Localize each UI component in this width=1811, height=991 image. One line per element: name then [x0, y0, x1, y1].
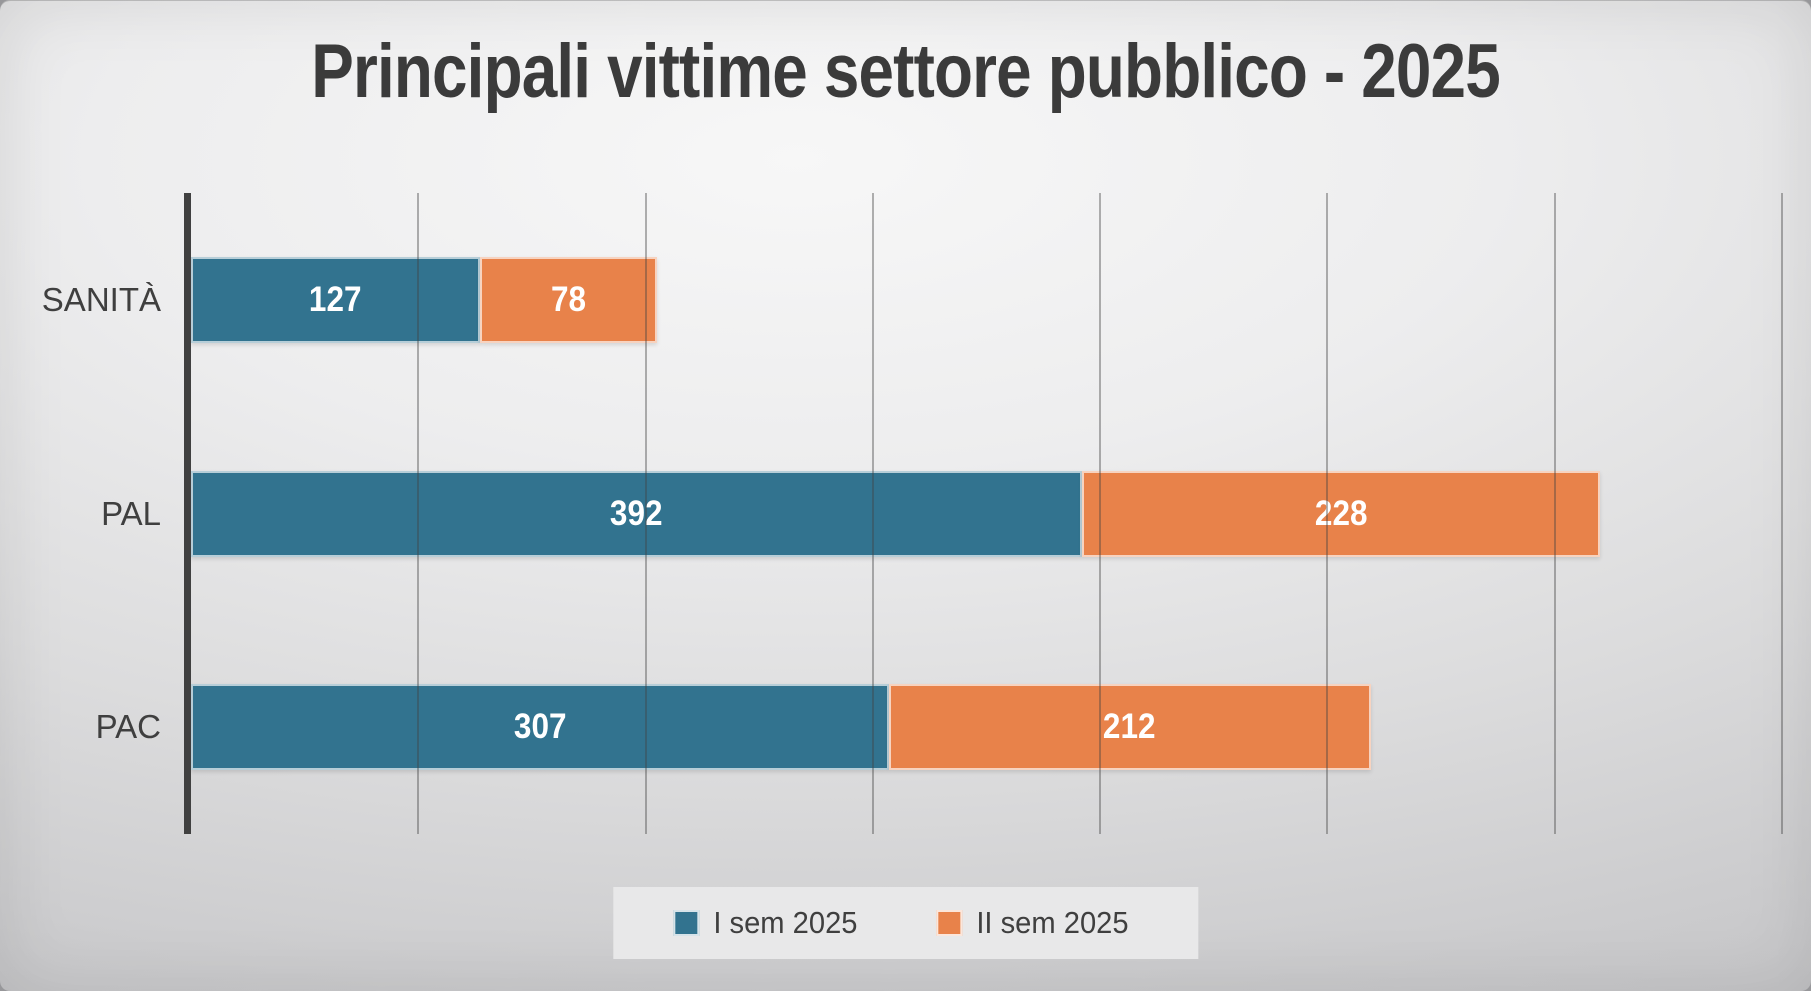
legend-label: I sem 2025: [712, 905, 857, 940]
title-wrap: Principali vittime settore pubblico - 20…: [0, 28, 1811, 115]
bar-row-pal: PAL 392 228: [101, 407, 1782, 621]
bar-value-label: 127: [309, 279, 362, 319]
legend-item-i-sem-2025: I sem 2025: [672, 905, 866, 941]
bar-value-label: 78: [550, 279, 586, 319]
category-label-sanit-: SANITÀ: [41, 280, 161, 318]
stacked-bar-pac: 307 212: [191, 684, 1782, 771]
stacked-bar-pal: 392 228: [191, 470, 1782, 557]
gridline-200: [644, 193, 647, 834]
gridline-500: [1326, 193, 1329, 834]
bar-value-label: 228: [1314, 493, 1368, 533]
bar-value-label: 212: [1103, 707, 1156, 747]
bar-segment-pac-i-sem-2025: 307: [191, 684, 889, 771]
category-label-pac: PAC: [95, 708, 161, 746]
legend-label: II sem 2025: [976, 905, 1129, 940]
bar-segment-pac-ii-sem-2025: 212: [888, 684, 1371, 771]
bar-value-label: 392: [610, 493, 663, 533]
bar-segment-pal-ii-sem-2025: 228: [1081, 470, 1601, 557]
stacked-bar-sanit-: 127 78: [191, 256, 1782, 343]
category-label-pal: PAL: [101, 494, 161, 532]
gridline-300: [871, 193, 874, 834]
gridline-400: [1099, 193, 1102, 834]
legend-swatch-i-sem-2025: [672, 910, 699, 936]
bar-segment-sanit--i-sem-2025: 127: [191, 256, 480, 343]
y-axis-line: [184, 193, 191, 834]
bar-value-label: 307: [513, 707, 567, 747]
gridline-600: [1553, 193, 1556, 834]
bar-segment-pal-i-sem-2025: 392: [191, 470, 1082, 557]
bar-row-pac: PAC 307 212: [96, 620, 1782, 834]
bar-segment-sanit--ii-sem-2025: 78: [479, 256, 657, 343]
legend: I sem 2025 II sem 2025: [612, 887, 1199, 959]
chart-title: Principali vittime settore pubblico - 20…: [311, 29, 1500, 114]
gridline-700: [1781, 193, 1783, 834]
plot-area: SANITÀ 127 78 PAL 392 228 PAC 307 212: [42, 193, 1783, 834]
legend-item-ii-sem-2025: II sem 2025: [936, 905, 1138, 941]
legend-swatch-ii-sem-2025: [936, 910, 963, 936]
gridline-100: [417, 193, 420, 834]
bar-row-sanit-: SANITÀ 127 78: [42, 193, 1782, 407]
